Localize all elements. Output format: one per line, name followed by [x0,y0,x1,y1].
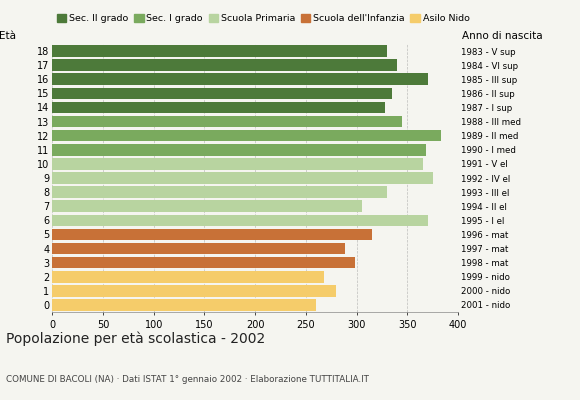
Bar [52,45,387,57]
Bar [52,116,403,127]
Bar [52,59,397,71]
Bar [52,285,336,297]
Text: Anno di nascita: Anno di nascita [462,31,543,41]
Bar [52,229,372,240]
Text: Età: Età [0,31,16,41]
Bar [52,144,426,156]
Bar [52,74,427,85]
Text: Popolazione per età scolastica - 2002: Popolazione per età scolastica - 2002 [6,332,265,346]
Bar [52,158,423,170]
Bar [52,172,433,184]
Legend: Sec. II grado, Sec. I grado, Scuola Primaria, Scuola dell'Infanzia, Asilo Nido: Sec. II grado, Sec. I grado, Scuola Prim… [57,14,470,23]
Bar [52,271,324,282]
Bar [52,130,441,142]
Bar [52,299,316,311]
Bar [52,257,354,268]
Bar [52,200,362,212]
Bar [52,243,345,254]
Bar [52,214,427,226]
Bar [52,186,387,198]
Text: COMUNE DI BACOLI (NA) · Dati ISTAT 1° gennaio 2002 · Elaborazione TUTTITALIA.IT: COMUNE DI BACOLI (NA) · Dati ISTAT 1° ge… [6,375,369,384]
Bar [52,102,385,113]
Bar [52,88,392,99]
